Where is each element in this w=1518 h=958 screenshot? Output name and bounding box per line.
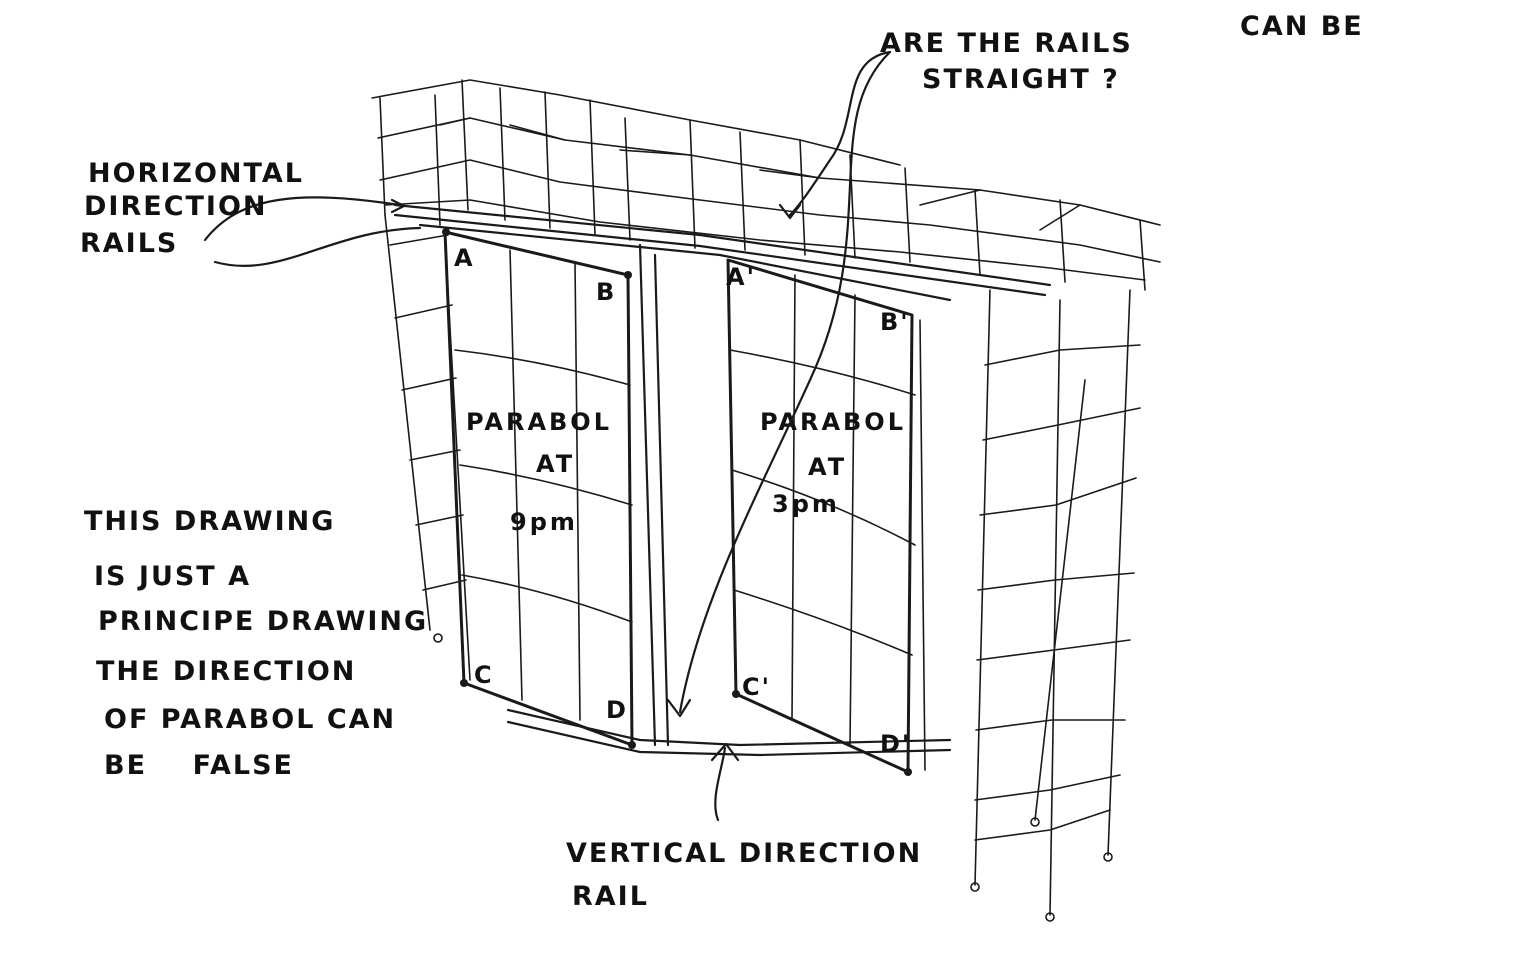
corner-label-a: A: [454, 244, 475, 272]
right-panel-line-1: PARABOL: [760, 408, 906, 436]
right-tower-scaffold: [970, 289, 1141, 922]
rails-question-arrowhead-1: [778, 203, 802, 220]
note-principle-drawing: THIS DRAWING IS JUST A PRINCIPE DRAWING …: [84, 506, 428, 781]
vertical-rail-leader: [714, 746, 727, 822]
note-principle-line-2: IS JUST A: [94, 561, 251, 592]
corner-b-dot: [624, 271, 632, 279]
horizontal-rails-leader-1: [203, 196, 402, 242]
horizontal-rails-arrowhead: [390, 198, 406, 214]
note-horizontal-line-3: RAILS: [80, 228, 178, 259]
right-parabol-panel: PARABOL AT 3pm: [726, 258, 926, 776]
vertical-rail-arrowhead: [710, 742, 740, 762]
corner-c-dot: [460, 679, 468, 687]
right-panel-line-2: AT: [808, 453, 847, 481]
note-principle-line-4: THE DIRECTION: [96, 656, 356, 687]
corner-label-d-prime: D': [880, 730, 911, 758]
corner-d-prime-dot: [904, 768, 912, 776]
note-horizontal-line-1: HORIZONTAL: [88, 158, 304, 189]
note-rails-line-2: CAN BE: [1240, 11, 1364, 42]
top-scaffold-frame: [371, 79, 1161, 291]
note-vertical-rail: VERTICAL DIRECTION RAIL: [566, 838, 922, 912]
corner-label-b-prime: B': [880, 308, 910, 336]
note-principle-line-6: BE FALSE: [104, 750, 294, 781]
rails-question-leader-1: [788, 50, 892, 217]
note-rails-question: ARE THE RAILS CAN BE STRAIGHT ?: [880, 11, 1364, 95]
left-panel-line-2: AT: [536, 450, 575, 478]
corner-label-c: C: [474, 661, 494, 689]
corner-c-prime-dot: [732, 690, 740, 698]
note-vertical-line-2: RAIL: [572, 881, 649, 912]
note-rails-line-3: STRAIGHT ?: [922, 64, 1120, 95]
note-horizontal-line-2: DIRECTION: [84, 191, 268, 222]
corner-a-dot: [442, 228, 450, 236]
corner-label-a-prime: A': [726, 263, 756, 291]
corner-labels: A B C D A' B' C' D': [454, 244, 911, 758]
rails-question-leader-2: [678, 50, 892, 714]
note-horizontal-rails: HORIZONTAL DIRECTION RAILS: [80, 158, 304, 259]
horizontal-rails-leader-2: [213, 226, 422, 267]
note-rails-line-1: ARE THE RAILS: [880, 28, 1133, 59]
corner-label-c-prime: C': [742, 673, 771, 701]
left-parabol-panel: PARABOL AT 9pm: [442, 228, 636, 749]
rails-question-arrowhead-2: [666, 698, 692, 718]
corner-label-b: B: [596, 278, 616, 306]
annotation-arrows: [203, 50, 892, 822]
corner-d-dot: [628, 741, 636, 749]
note-principle-line-3: PRINCIPE DRAWING: [98, 606, 428, 637]
horizontal-direction-rails: [393, 203, 1052, 302]
note-principle-line-1: THIS DRAWING: [84, 506, 335, 537]
corner-label-d: D: [606, 696, 628, 724]
note-principle-line-5: OF PARABOL CAN: [104, 704, 396, 735]
note-vertical-line-1: VERTICAL DIRECTION: [566, 838, 922, 869]
left-panel-line-3: 9pm: [510, 508, 578, 536]
left-panel-line-1: PARABOL: [466, 408, 612, 436]
right-panel-line-3: 3pm: [772, 490, 840, 518]
